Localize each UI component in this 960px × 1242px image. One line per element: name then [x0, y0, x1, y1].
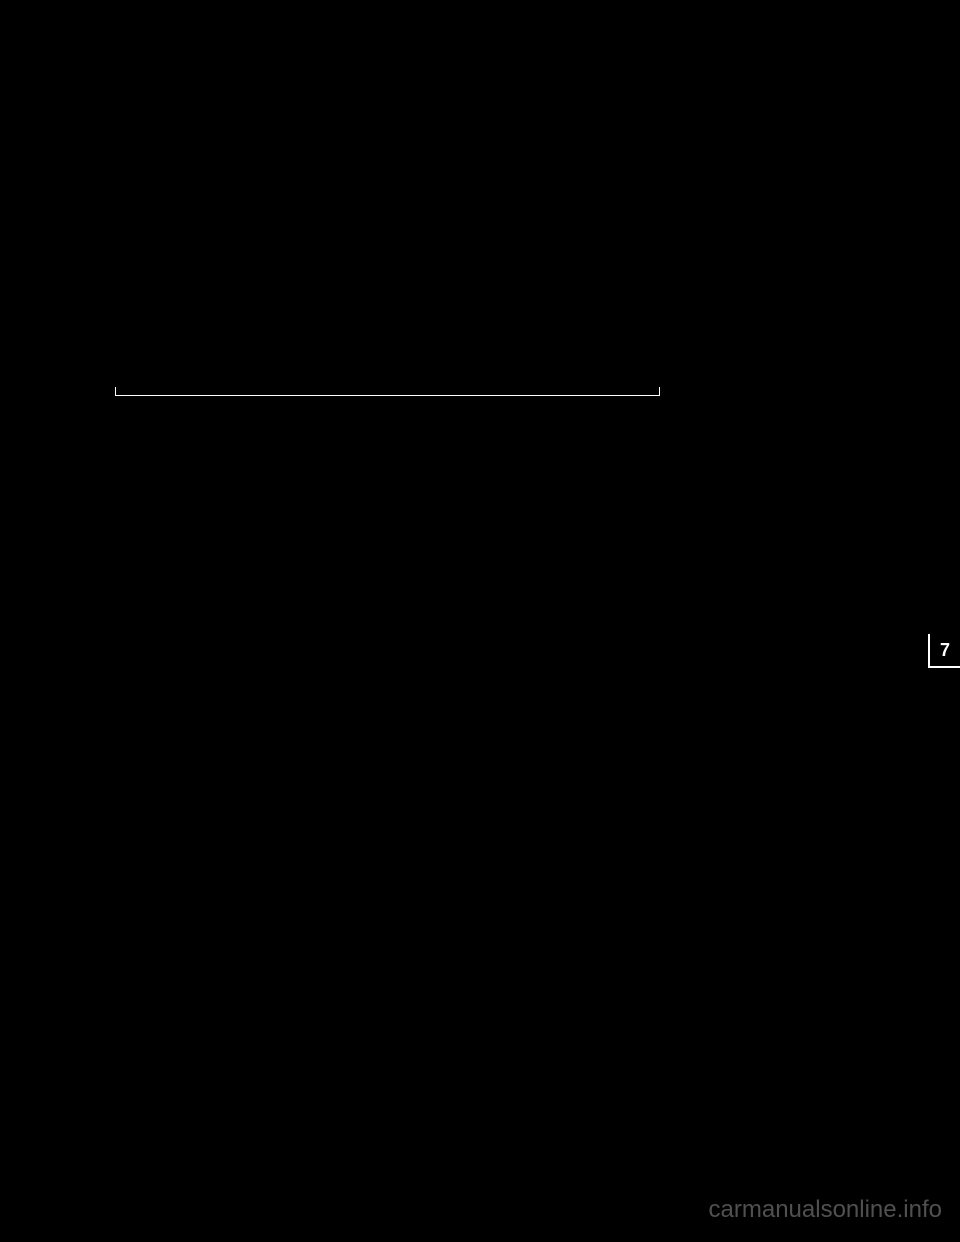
line-right-tick	[659, 387, 660, 395]
section-number: 7	[940, 640, 950, 661]
watermark-text: carmanualsonline.info	[709, 1196, 942, 1224]
divider-line	[115, 395, 660, 396]
section-tab: 7	[928, 634, 960, 668]
line-left-tick	[115, 387, 116, 395]
